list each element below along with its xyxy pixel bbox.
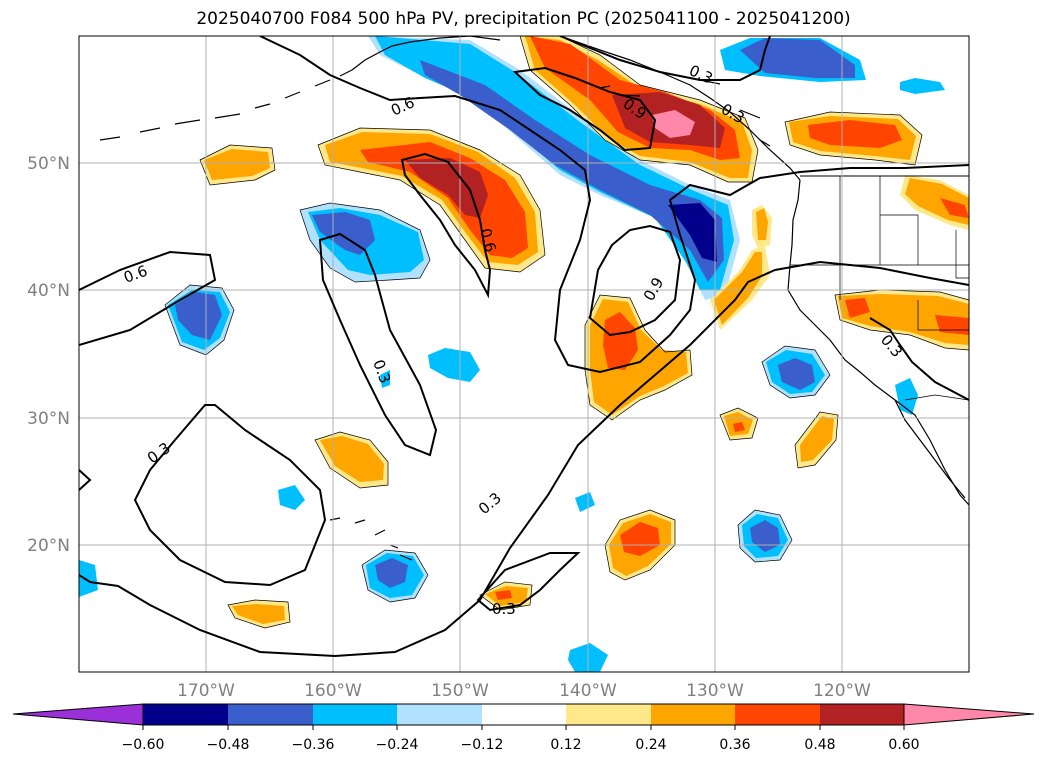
colorbar-tick-label: 0.48 [804, 737, 835, 753]
pv-contour-west-loop-0.3 [133, 404, 327, 587]
pos-w1-inner [204, 149, 270, 180]
pv-contour-0.3-mid [318, 232, 438, 457]
pos-c-core [405, 158, 488, 218]
pos-m2-inner [714, 252, 762, 325]
colorbar-extend-high [903, 703, 1035, 726]
shading-outlines [164, 36, 969, 629]
neg-band-core [668, 203, 717, 262]
colorbar-segment [228, 704, 313, 725]
colorbar-segment [482, 704, 566, 725]
neg-ne-inner [740, 38, 855, 78]
lon-label: 130°W [686, 681, 744, 701]
colorbar-segment [397, 704, 482, 725]
pos-e1-mid [838, 294, 969, 345]
pos-m1-inner [603, 312, 638, 370]
pos-s3-inner [800, 416, 834, 462]
colorbar-tick-label: −0.36 [292, 737, 335, 753]
alaska-coast [351, 36, 801, 181]
colorbar-segment [735, 704, 820, 725]
colorbar-frame [142, 703, 905, 726]
pv-contour-0.6-center [400, 152, 492, 299]
us-mexico-border [904, 394, 969, 401]
colorbar-segment [566, 704, 651, 725]
pos-e1-inner [845, 298, 870, 318]
pv-contour-south-0.3 [79, 260, 969, 658]
neg-s2-inner [750, 520, 780, 552]
map-panel: 0.3 0.6 0.6 0.6 0.9 0.9 0.3 0.3 0.3 0.3 … [79, 36, 969, 672]
pv-contour-west-edge [79, 469, 92, 491]
colorbar-tick-label: −0.12 [461, 737, 504, 753]
neg-w2-inner [175, 292, 222, 340]
colorbar-tick-label: −0.48 [207, 737, 250, 753]
pv-contour-0.3-ne [559, 36, 771, 81]
colorbar-tick-label: −0.60 [122, 737, 165, 753]
pos-e1-inner2 [935, 315, 969, 335]
latitude-labels: 50°N 40°N 30°N 20°N [27, 154, 70, 556]
pos-s4-core [495, 590, 512, 600]
baja-peninsula [894, 399, 966, 499]
contour-label: 0.3 [492, 600, 516, 618]
neg-w3 [428, 348, 480, 382]
colorbar-segment [313, 704, 397, 725]
pos-bc-peak [652, 110, 695, 138]
lon-label: 120°W [813, 681, 871, 701]
lat-label: 20°N [27, 536, 70, 556]
pv-contour-0.3-coast [869, 317, 969, 401]
gridlines [79, 36, 969, 672]
pos-s1-inner [620, 522, 660, 556]
neg-s3 [278, 485, 305, 510]
map-frame [78, 35, 970, 673]
colorbar-tick-label: 0.12 [550, 737, 581, 753]
neg-s4 [575, 492, 595, 512]
colorbar-tick-label: 0.24 [635, 737, 666, 753]
colorbar-tick-label: 0.36 [719, 737, 750, 753]
colorbar: −0.60 −0.48 −0.36 −0.24 −0.12 0.12 0.24 … [12, 703, 1035, 753]
pos-s2-core [733, 422, 745, 432]
neg-ca-coast [895, 378, 918, 415]
pv-contour-0.6-west [79, 250, 217, 346]
neg-ca-inner [778, 358, 815, 390]
pv-contour-island-0.3 [476, 552, 581, 612]
lat-label: 40°N [27, 281, 70, 301]
neg-band-inner [420, 60, 724, 282]
neg-s1-inner [375, 558, 408, 588]
pos-c-inner [360, 142, 528, 258]
lat-label: 30°N [27, 409, 70, 429]
pos-m3-inner [756, 208, 768, 240]
colorbar-segment [651, 704, 735, 725]
west-coast-us [787, 179, 969, 506]
map-title: 2025040700 F084 500 hPa PV, precipitatio… [196, 9, 851, 29]
colorbar-extend-low [12, 703, 144, 726]
contour-label: 0.6 [476, 226, 500, 254]
colorbar-segment [143, 704, 228, 725]
colorbar-tick-label: 0.60 [888, 737, 919, 753]
colorbar-tick-label: −0.24 [376, 737, 419, 753]
colorbar-segment [820, 704, 904, 725]
lon-label: 140°W [559, 681, 617, 701]
aleutian-islands [99, 69, 353, 141]
neg-band-outer [368, 36, 740, 300]
pos-w3-inner [232, 604, 285, 624]
pos-w2-inner [320, 436, 384, 482]
lon-label: 170°W [177, 681, 235, 701]
neg-w1-inner [312, 212, 375, 255]
longitude-labels: 170°W 160°W 150°W 140°W 130°W 120°W [177, 681, 871, 701]
colorbar-tick-labels: −0.60 −0.48 −0.36 −0.24 −0.12 0.12 0.24 … [122, 737, 920, 753]
pos-ne1-inner [808, 120, 902, 148]
pv-contour-0.6-north [259, 36, 969, 374]
lon-label: 160°W [304, 681, 362, 701]
pv-contour-0.9-center [588, 224, 682, 337]
coastlines [99, 36, 969, 561]
neg-sw-edge [79, 560, 98, 597]
neg-ne-small [900, 78, 945, 94]
pv-contours [79, 36, 969, 658]
lat-label: 50°N [27, 154, 70, 174]
bc-islands [599, 79, 771, 147]
pv-contour-0.9-north [512, 66, 657, 152]
neg-w4 [380, 370, 390, 388]
hawaii-islands [329, 517, 413, 561]
pos-ne2-core [940, 198, 969, 218]
lon-label: 150°W [431, 681, 489, 701]
